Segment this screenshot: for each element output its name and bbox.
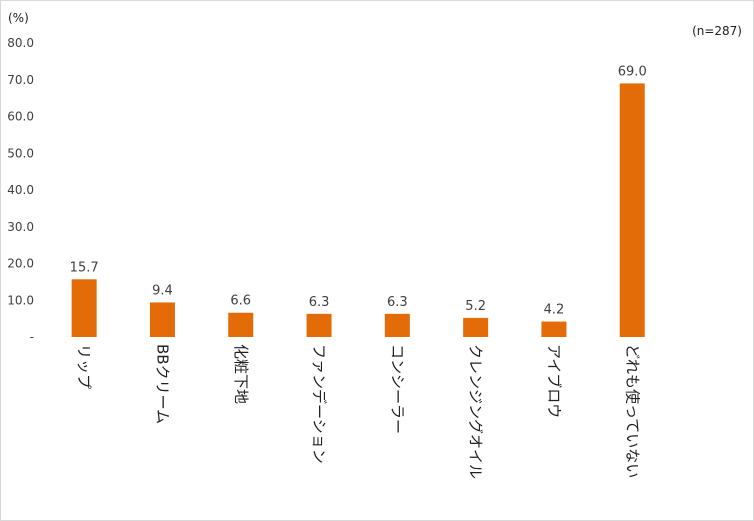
bar <box>384 313 410 337</box>
y-tick-label: - <box>30 330 34 344</box>
y-tick-label: 20.0 <box>7 257 34 271</box>
bar <box>149 302 175 337</box>
sample-size-note: (n=287) <box>692 24 742 38</box>
data-label: 6.6 <box>230 294 251 309</box>
category-label: リップ <box>75 344 93 389</box>
bars <box>71 83 645 337</box>
y-tick-label: 40.0 <box>7 183 34 197</box>
y-unit-label: (%) <box>8 11 29 25</box>
bar <box>619 83 645 337</box>
y-tick-label: 80.0 <box>7 36 34 50</box>
category-label: アイブロウ <box>545 344 563 418</box>
bar <box>228 312 254 337</box>
y-tick-label: 70.0 <box>7 73 34 87</box>
y-tick-label: 50.0 <box>7 146 34 160</box>
data-label: 4.2 <box>544 303 565 318</box>
category-labels: リップ BBクリーム 化粧下地 ファンデーション コンシーラー クレンジングオイル アイブロ… <box>75 344 641 479</box>
category-label: コンシーラー <box>388 344 406 434</box>
y-tick-label: 60.0 <box>7 110 34 124</box>
data-label: 69.0 <box>618 64 647 79</box>
data-label: 6.3 <box>309 295 330 310</box>
bar <box>306 313 332 337</box>
data-labels: 15.7 9.4 6.6 6.3 6.3 5.2 4.2 69.0 <box>70 64 647 317</box>
data-label: 9.4 <box>152 283 173 298</box>
category-label: 化粧下地 <box>232 344 250 404</box>
y-axis-ticks: - 10.0 20.0 30.0 40.0 50.0 60.0 70.0 80.0 <box>7 36 34 344</box>
data-label: 5.2 <box>465 299 486 314</box>
data-label: 6.3 <box>387 295 408 310</box>
bar <box>463 317 489 337</box>
bar <box>71 279 97 337</box>
category-label: BBクリーム <box>153 344 171 424</box>
y-tick-label: 30.0 <box>7 220 34 234</box>
category-label: クレンジングオイル <box>467 344 485 479</box>
data-label: 15.7 <box>70 260 99 275</box>
category-label: どれも使っていない <box>623 344 641 478</box>
bar <box>541 321 567 337</box>
category-label: ファンデーション <box>310 344 328 464</box>
y-tick-label: 10.0 <box>7 293 34 307</box>
